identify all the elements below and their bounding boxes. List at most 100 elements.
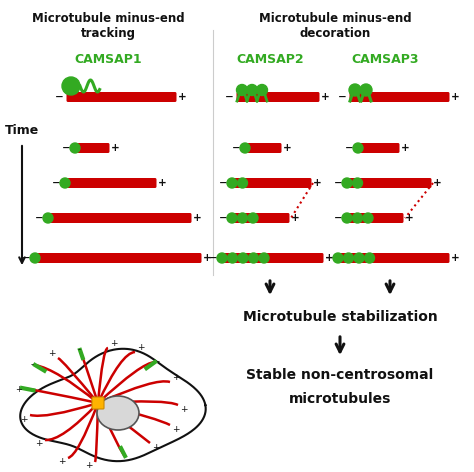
Text: +: +	[172, 424, 180, 433]
Circle shape	[240, 143, 250, 153]
Text: +: +	[405, 213, 414, 223]
Text: +: +	[283, 143, 292, 153]
Text: −: −	[338, 92, 347, 102]
Circle shape	[353, 143, 363, 153]
Text: −: −	[334, 213, 343, 223]
Circle shape	[228, 253, 237, 263]
Text: +: +	[178, 92, 187, 102]
Text: −: −	[225, 92, 234, 102]
Text: +: +	[152, 443, 160, 452]
Text: +: +	[85, 462, 93, 471]
Circle shape	[227, 178, 237, 188]
Text: −: −	[209, 253, 218, 263]
Circle shape	[30, 253, 40, 263]
Text: +: +	[137, 344, 145, 353]
FancyBboxPatch shape	[66, 92, 176, 102]
FancyBboxPatch shape	[346, 178, 431, 188]
Text: +: +	[193, 213, 202, 223]
FancyBboxPatch shape	[356, 143, 400, 153]
Circle shape	[217, 253, 227, 263]
FancyBboxPatch shape	[73, 143, 109, 153]
Circle shape	[248, 213, 258, 223]
Text: +: +	[313, 178, 322, 188]
Text: +: +	[172, 373, 180, 382]
Ellipse shape	[97, 396, 139, 430]
Circle shape	[333, 253, 343, 263]
Circle shape	[43, 213, 53, 223]
Text: −: −	[334, 178, 343, 188]
Text: +: +	[451, 253, 460, 263]
Text: -: -	[30, 361, 33, 370]
Text: +: +	[321, 92, 330, 102]
Text: −: −	[232, 143, 241, 153]
Text: −: −	[62, 143, 71, 153]
Text: +: +	[15, 385, 22, 394]
Circle shape	[259, 253, 269, 263]
Text: +: +	[291, 213, 300, 223]
Text: -: -	[78, 345, 81, 354]
Text: Microtubule stabilization: Microtubule stabilization	[243, 310, 438, 324]
Text: +: +	[48, 349, 56, 359]
Text: −: −	[345, 143, 354, 153]
FancyBboxPatch shape	[346, 213, 403, 223]
FancyBboxPatch shape	[34, 253, 201, 263]
Circle shape	[342, 178, 352, 188]
Text: +: +	[58, 457, 66, 466]
Text: −: −	[35, 213, 44, 223]
Text: microtubules: microtubules	[289, 392, 391, 406]
Polygon shape	[20, 349, 206, 461]
Circle shape	[363, 213, 373, 223]
Text: +: +	[35, 439, 43, 448]
Circle shape	[60, 178, 70, 188]
Circle shape	[70, 143, 80, 153]
Text: −: −	[55, 92, 64, 102]
Text: Time: Time	[5, 124, 39, 136]
Text: +: +	[110, 339, 118, 348]
Text: +: +	[20, 414, 28, 423]
Circle shape	[62, 77, 80, 95]
Text: +: +	[451, 92, 460, 102]
FancyBboxPatch shape	[46, 213, 191, 223]
Circle shape	[237, 84, 247, 95]
Text: +: +	[401, 143, 410, 153]
Circle shape	[353, 213, 363, 223]
Text: −: −	[22, 253, 31, 263]
Circle shape	[360, 84, 372, 96]
Circle shape	[227, 213, 237, 223]
Text: +: +	[325, 253, 334, 263]
Circle shape	[354, 253, 364, 263]
Text: +: +	[158, 178, 167, 188]
FancyBboxPatch shape	[64, 178, 156, 188]
Text: +: +	[180, 405, 188, 413]
Text: −: −	[219, 213, 228, 223]
Text: −: −	[52, 178, 61, 188]
FancyBboxPatch shape	[349, 92, 449, 102]
Circle shape	[365, 253, 374, 263]
Circle shape	[353, 178, 363, 188]
Circle shape	[256, 84, 267, 95]
Text: −: −	[325, 253, 334, 263]
Circle shape	[237, 178, 247, 188]
Text: CAMSAP1: CAMSAP1	[74, 53, 142, 66]
FancyBboxPatch shape	[337, 253, 449, 263]
Circle shape	[344, 253, 354, 263]
Circle shape	[248, 253, 258, 263]
Text: Microtubule minus-end
decoration: Microtubule minus-end decoration	[259, 12, 411, 40]
Text: -: -	[125, 456, 128, 465]
Text: CAMSAP2: CAMSAP2	[236, 53, 304, 66]
Circle shape	[237, 213, 247, 223]
Circle shape	[342, 213, 352, 223]
Text: CAMSAP3: CAMSAP3	[351, 53, 419, 66]
FancyBboxPatch shape	[92, 397, 104, 409]
Text: −: −	[219, 178, 228, 188]
FancyBboxPatch shape	[230, 178, 311, 188]
FancyBboxPatch shape	[220, 253, 323, 263]
Text: -: -	[156, 357, 159, 366]
Circle shape	[246, 84, 257, 95]
FancyBboxPatch shape	[230, 213, 290, 223]
FancyBboxPatch shape	[244, 143, 282, 153]
Text: +: +	[111, 143, 120, 153]
Circle shape	[349, 84, 361, 96]
Text: +: +	[433, 178, 442, 188]
Circle shape	[238, 253, 248, 263]
